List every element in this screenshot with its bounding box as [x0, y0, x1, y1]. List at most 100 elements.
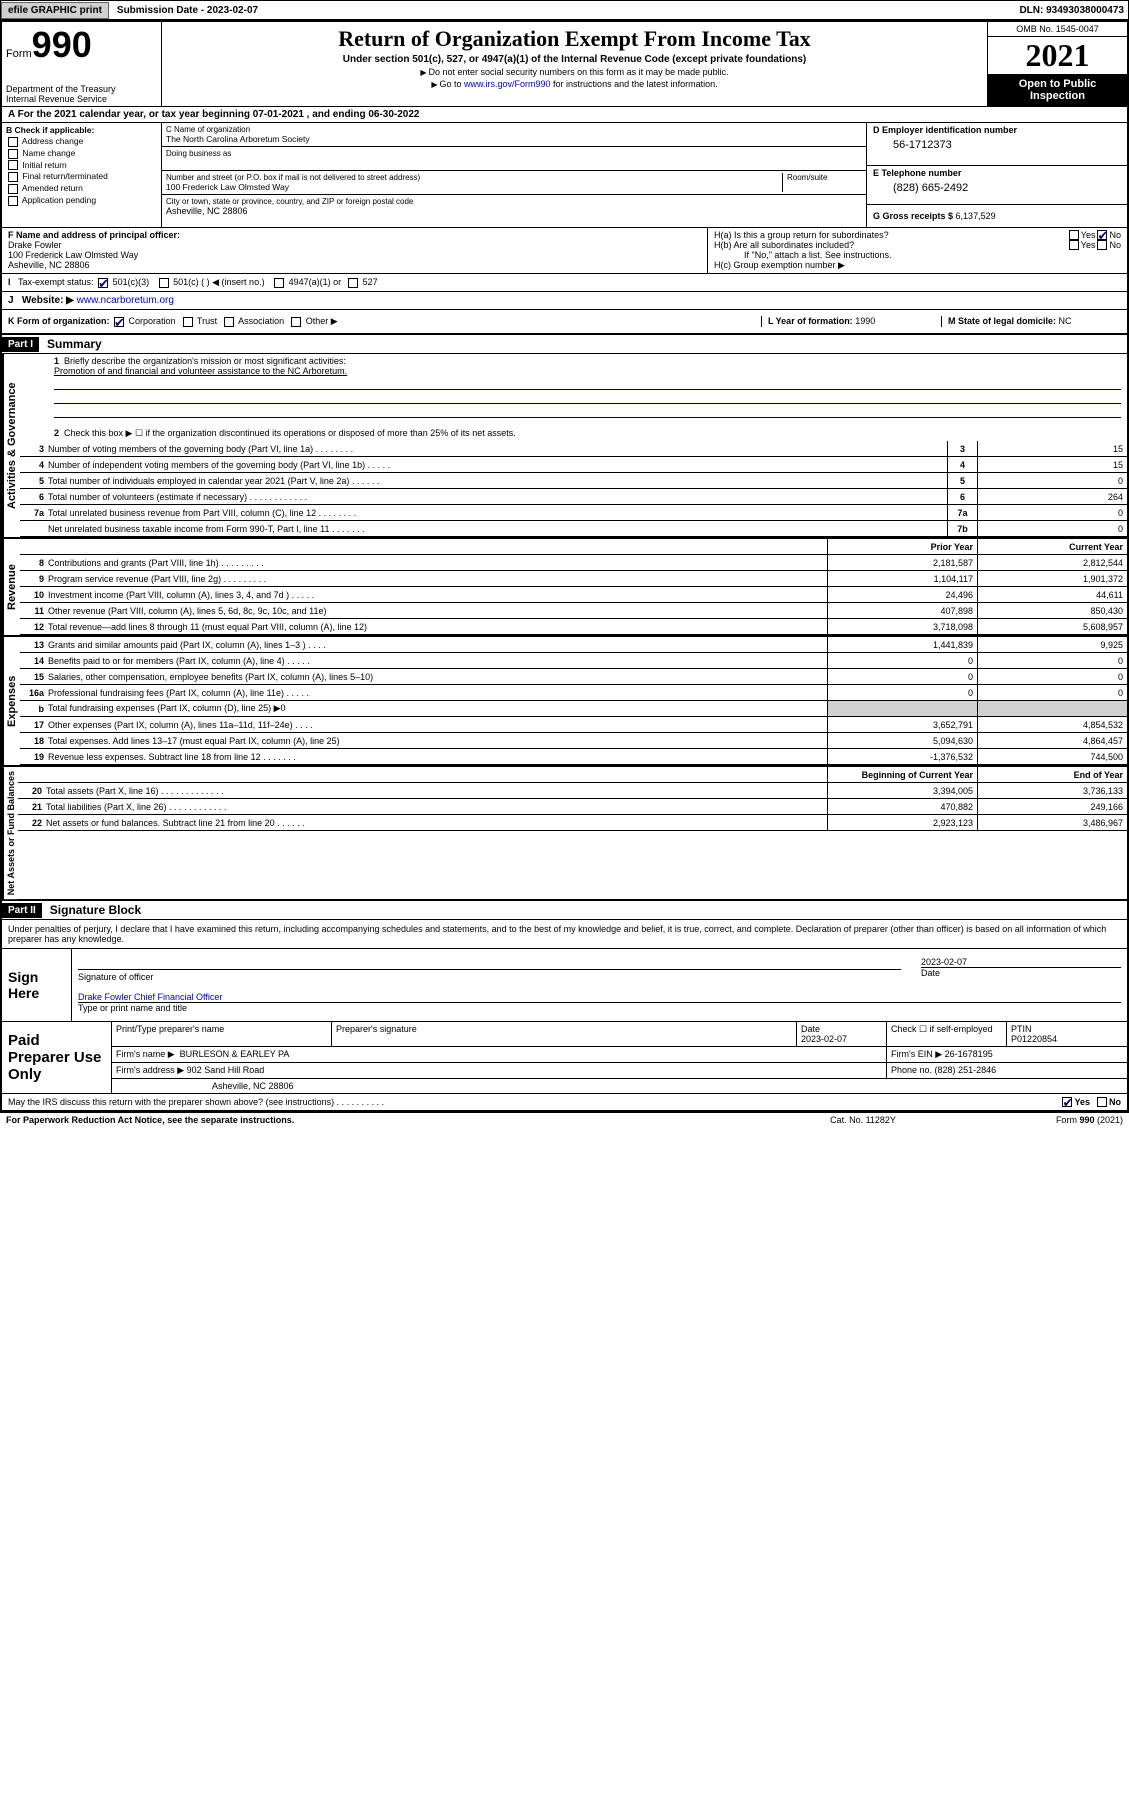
dln-label: DLN: 93493038000473	[1015, 5, 1128, 16]
sign-here-label: Sign Here	[2, 949, 72, 1021]
year-formation: L Year of formation: 1990	[761, 316, 941, 327]
summary-line: 7aTotal unrelated business revenue from …	[20, 505, 1127, 521]
section-b-checkboxes: B Check if applicable: Address change Na…	[2, 123, 162, 227]
checkbox-trust[interactable]	[183, 317, 193, 327]
officer-signature-block: Signature of officer 2023-02-07 Date Dra…	[72, 949, 1127, 1021]
city-block: City or town, state or province, country…	[162, 195, 866, 218]
discuss-row: May the IRS discuss this return with the…	[2, 1094, 1127, 1110]
checkbox-527[interactable]	[348, 278, 358, 288]
gross-receipts: 6,137,529	[956, 211, 996, 221]
vlabel-revenue: Revenue	[2, 539, 20, 635]
form-title-block: Return of Organization Exempt From Incom…	[162, 22, 987, 106]
firm-phone: Phone no. (828) 251-2846	[887, 1063, 1127, 1078]
part-i-title: Summary	[39, 335, 110, 353]
firm-address-2: Asheville, NC 28806	[112, 1079, 1127, 1093]
checkbox-discuss-no[interactable]	[1097, 1097, 1107, 1107]
summary-line: 19Revenue less expenses. Subtract line 1…	[20, 749, 1127, 765]
checkbox-initial-return[interactable]	[8, 160, 18, 170]
part-ii-title: Signature Block	[42, 901, 149, 919]
checkbox-other[interactable]	[291, 317, 301, 327]
part-i-tag: Part I	[2, 337, 39, 352]
top-toolbar: efile GRAPHIC print Submission Date - 20…	[0, 0, 1129, 20]
summary-line: 13Grants and similar amounts paid (Part …	[20, 637, 1127, 653]
checkbox-application-pending[interactable]	[8, 196, 18, 206]
org-name-block: C Name of organization The North Carolin…	[162, 123, 866, 147]
omb-number: OMB No. 1545-0047	[988, 22, 1127, 37]
summary-line: 11Other revenue (Part VIII, column (A), …	[20, 603, 1127, 619]
checkbox-ha-yes[interactable]	[1069, 230, 1079, 240]
summary-line: 5Total number of individuals employed in…	[20, 473, 1127, 489]
column-header-row: Prior Year Current Year	[20, 539, 1127, 555]
line-a-tax-year: A For the 2021 calendar year, or tax yea…	[2, 107, 1127, 123]
checkbox-4947[interactable]	[274, 278, 284, 288]
summary-line: 22Net assets or fund balances. Subtract …	[18, 815, 1127, 831]
summary-line: 15Salaries, other compensation, employee…	[20, 669, 1127, 685]
irs-link[interactable]: www.irs.gov/Form990	[464, 79, 551, 89]
summary-line: 4Number of independent voting members of…	[20, 457, 1127, 473]
link-note: Go to www.irs.gov/Form990 for instructio…	[166, 79, 983, 89]
website-row: J Website: ▶ www.ncarboretum.org	[2, 292, 1127, 310]
summary-line: 12Total revenue—add lines 8 through 11 (…	[20, 619, 1127, 635]
checkbox-name-change[interactable]	[8, 149, 18, 159]
summary-line: 16aProfessional fundraising fees (Part I…	[20, 685, 1127, 701]
checkbox-hb-no[interactable]	[1097, 240, 1107, 250]
website-link[interactable]: www.ncarboretum.org	[77, 295, 174, 306]
page-footer: For Paperwork Reduction Act Notice, see …	[0, 1112, 1129, 1127]
dba-block: Doing business as	[162, 147, 866, 171]
summary-line: bTotal fundraising expenses (Part IX, co…	[20, 701, 1127, 717]
firm-ein: Firm's EIN ▶ 26-1678195	[887, 1047, 1127, 1062]
checkbox-final-return[interactable]	[8, 172, 18, 182]
part-ii-tag: Part II	[2, 903, 42, 918]
checkbox-501c3[interactable]	[98, 278, 108, 288]
net-column-header: Beginning of Current Year End of Year	[18, 767, 1127, 783]
officer-name-link[interactable]: Drake Fowler Chief Financial Officer	[78, 992, 222, 1002]
phone-value: (828) 665-2492	[873, 178, 1121, 194]
form-title: Return of Organization Exempt From Incom…	[166, 26, 983, 52]
perjury-declaration: Under penalties of perjury, I declare th…	[2, 920, 1127, 949]
preparer-sig-header: Preparer's signature	[332, 1022, 797, 1046]
form-subtitle: Under section 501(c), 527, or 4947(a)(1)…	[166, 54, 983, 65]
summary-line: 8Contributions and grants (Part VIII, li…	[20, 555, 1127, 571]
right-id-block: D Employer identification number 56-1712…	[867, 123, 1127, 227]
summary-line: Net unrelated business taxable income fr…	[20, 521, 1127, 537]
h-group-return: H(a) Is this a group return for subordin…	[707, 228, 1127, 273]
summary-line: 17Other expenses (Part IX, column (A), l…	[20, 717, 1127, 733]
checkbox-address-change[interactable]	[8, 137, 18, 147]
line-1-mission: 1 Briefly describe the organization's mi…	[20, 354, 1127, 422]
public-inspection: Open to Public Inspection	[988, 74, 1127, 106]
vlabel-expenses: Expenses	[2, 637, 20, 765]
line-2: 2 Check this box ▶ ☐ if the organization…	[20, 422, 1127, 441]
summary-line: 20Total assets (Part X, line 16) . . . .…	[18, 783, 1127, 799]
form-id-block: Form990 Department of the Treasury Inter…	[2, 22, 162, 106]
vlabel-governance: Activities & Governance	[2, 354, 20, 537]
street-block: Number and street (or P.O. box if mail i…	[162, 171, 866, 195]
paid-preparer-label: Paid Preparer Use Only	[2, 1022, 112, 1093]
efile-print-button[interactable]: efile GRAPHIC print	[1, 2, 109, 19]
submission-label: Submission Date - 2023-02-07	[113, 5, 262, 16]
ein-value: 56-1712373	[873, 135, 1121, 151]
preparer-date: Date2023-02-07	[797, 1022, 887, 1046]
firm-address: Firm's address ▶ 902 Sand Hill Road	[112, 1063, 887, 1078]
year-block: OMB No. 1545-0047 2021 Open to Public In…	[987, 22, 1127, 106]
ptin-cell: PTINP01220854	[1007, 1022, 1127, 1046]
firm-name: Firm's name ▶ BURLESON & EARLEY PA	[112, 1047, 887, 1062]
summary-line: 10Investment income (Part VIII, column (…	[20, 587, 1127, 603]
tax-exempt-status: I Tax-exempt status: 501(c)(3) 501(c) ( …	[8, 277, 568, 288]
checkbox-amended[interactable]	[8, 184, 18, 194]
summary-line: 18Total expenses. Add lines 13–17 (must …	[20, 733, 1127, 749]
checkbox-assoc[interactable]	[224, 317, 234, 327]
checkbox-corp[interactable]	[114, 317, 124, 327]
summary-line: 6Total number of volunteers (estimate if…	[20, 489, 1127, 505]
checkbox-ha-no[interactable]	[1097, 230, 1107, 240]
principal-officer: F Name and address of principal officer:…	[2, 228, 707, 273]
summary-line: 9Program service revenue (Part VIII, lin…	[20, 571, 1127, 587]
checkbox-hb-yes[interactable]	[1069, 240, 1079, 250]
tax-year: 2021	[988, 37, 1127, 74]
state-domicile: M State of legal domicile: NC	[941, 316, 1121, 327]
summary-line: 14Benefits paid to or for members (Part …	[20, 653, 1127, 669]
self-employed-check: Check ☐ if self-employed	[887, 1022, 1007, 1046]
form-990: Form990 Department of the Treasury Inter…	[0, 20, 1129, 1112]
checkbox-501c[interactable]	[159, 278, 169, 288]
checkbox-discuss-yes[interactable]	[1062, 1097, 1072, 1107]
summary-line: 21Total liabilities (Part X, line 26) . …	[18, 799, 1127, 815]
